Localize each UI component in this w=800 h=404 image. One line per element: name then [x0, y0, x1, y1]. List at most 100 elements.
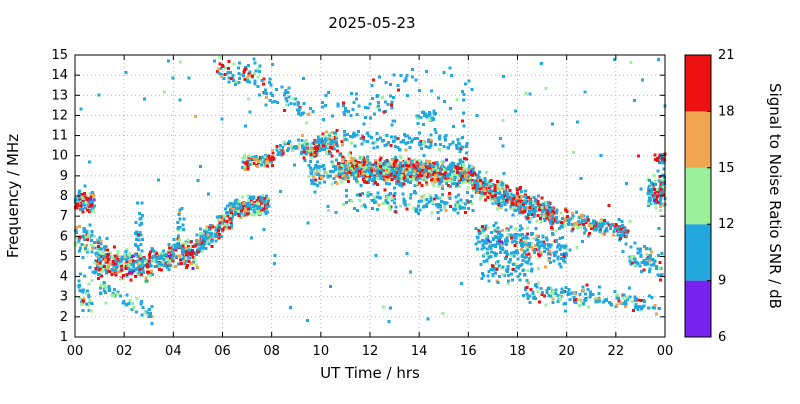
data-point [174, 265, 177, 269]
data-point [150, 322, 154, 326]
data-point [282, 109, 286, 112]
data-point [227, 66, 231, 70]
data-point [429, 196, 433, 200]
data-point [136, 254, 140, 258]
data-point [649, 250, 653, 254]
data-point [653, 153, 657, 157]
data-point [540, 243, 544, 247]
data-point [126, 256, 130, 260]
data-point [402, 140, 406, 144]
y-tick-label: 4 [60, 270, 68, 285]
data-point [484, 186, 488, 190]
data-point [536, 204, 540, 207]
data-point [358, 192, 362, 196]
data-point [633, 98, 637, 102]
data-point [402, 159, 406, 163]
data-point [355, 97, 359, 101]
colorbar-tick-label: 15 [718, 161, 735, 176]
data-point [250, 236, 254, 240]
data-point [149, 269, 153, 273]
data-point [538, 254, 541, 258]
data-point [576, 226, 580, 230]
data-point [524, 241, 528, 245]
data-point [402, 138, 405, 142]
data-point [461, 178, 465, 181]
data-point [493, 189, 497, 192]
data-point [579, 177, 583, 181]
data-point [457, 146, 461, 150]
data-point [264, 103, 268, 107]
data-point [181, 242, 185, 246]
data-point [418, 131, 421, 135]
data-point [345, 201, 349, 205]
data-point [394, 210, 398, 214]
data-point [195, 248, 199, 252]
data-point [490, 250, 494, 254]
data-point [557, 220, 561, 224]
data-point [539, 61, 543, 65]
data-point [649, 186, 653, 190]
data-point [505, 192, 509, 196]
data-point [282, 140, 286, 144]
data-point [529, 262, 533, 266]
data-point [253, 213, 257, 217]
data-point [661, 156, 665, 160]
data-point [539, 220, 543, 224]
data-point [448, 164, 452, 168]
data-point [314, 154, 318, 157]
data-point [255, 199, 259, 203]
data-point [242, 203, 246, 207]
data-point [506, 265, 510, 268]
data-point [625, 296, 629, 299]
data-point [224, 207, 228, 211]
data-point [518, 272, 522, 276]
data-point [482, 254, 485, 258]
data-point [116, 258, 120, 262]
data-point [408, 196, 412, 200]
data-point [296, 103, 300, 107]
data-point [445, 167, 449, 171]
data-point [347, 152, 351, 156]
data-point [564, 302, 568, 306]
data-point [530, 268, 534, 271]
data-point [501, 265, 505, 269]
data-point [511, 201, 515, 205]
data-point [132, 264, 135, 268]
data-point [144, 260, 148, 264]
data-point [247, 64, 251, 67]
data-point [460, 205, 464, 209]
data-point [310, 182, 314, 186]
data-point [514, 209, 518, 213]
colorbar-label: Signal to Noise Ratio SNR / dB [766, 83, 784, 309]
data-point [366, 161, 370, 165]
data-point [239, 211, 243, 215]
data-point [453, 172, 456, 176]
data-point [359, 137, 363, 141]
data-point [242, 202, 246, 205]
data-point [425, 173, 429, 177]
data-point [616, 233, 620, 237]
data-point [548, 249, 552, 253]
data-point [156, 261, 159, 265]
data-point [633, 305, 637, 309]
data-point [135, 238, 139, 242]
data-point [447, 183, 451, 187]
data-point [456, 182, 460, 186]
data-point [659, 209, 662, 213]
data-point [402, 197, 406, 201]
data-point [417, 171, 421, 175]
data-point [500, 183, 504, 187]
data-point [536, 201, 540, 205]
data-point [519, 238, 523, 242]
data-point [158, 265, 162, 269]
data-point [309, 153, 313, 157]
data-point [356, 209, 360, 213]
data-point [563, 244, 566, 248]
data-point [507, 192, 511, 196]
data-point [378, 75, 381, 79]
data-point [371, 141, 375, 145]
data-point [397, 172, 401, 176]
data-point [562, 220, 566, 224]
data-point [401, 167, 405, 171]
